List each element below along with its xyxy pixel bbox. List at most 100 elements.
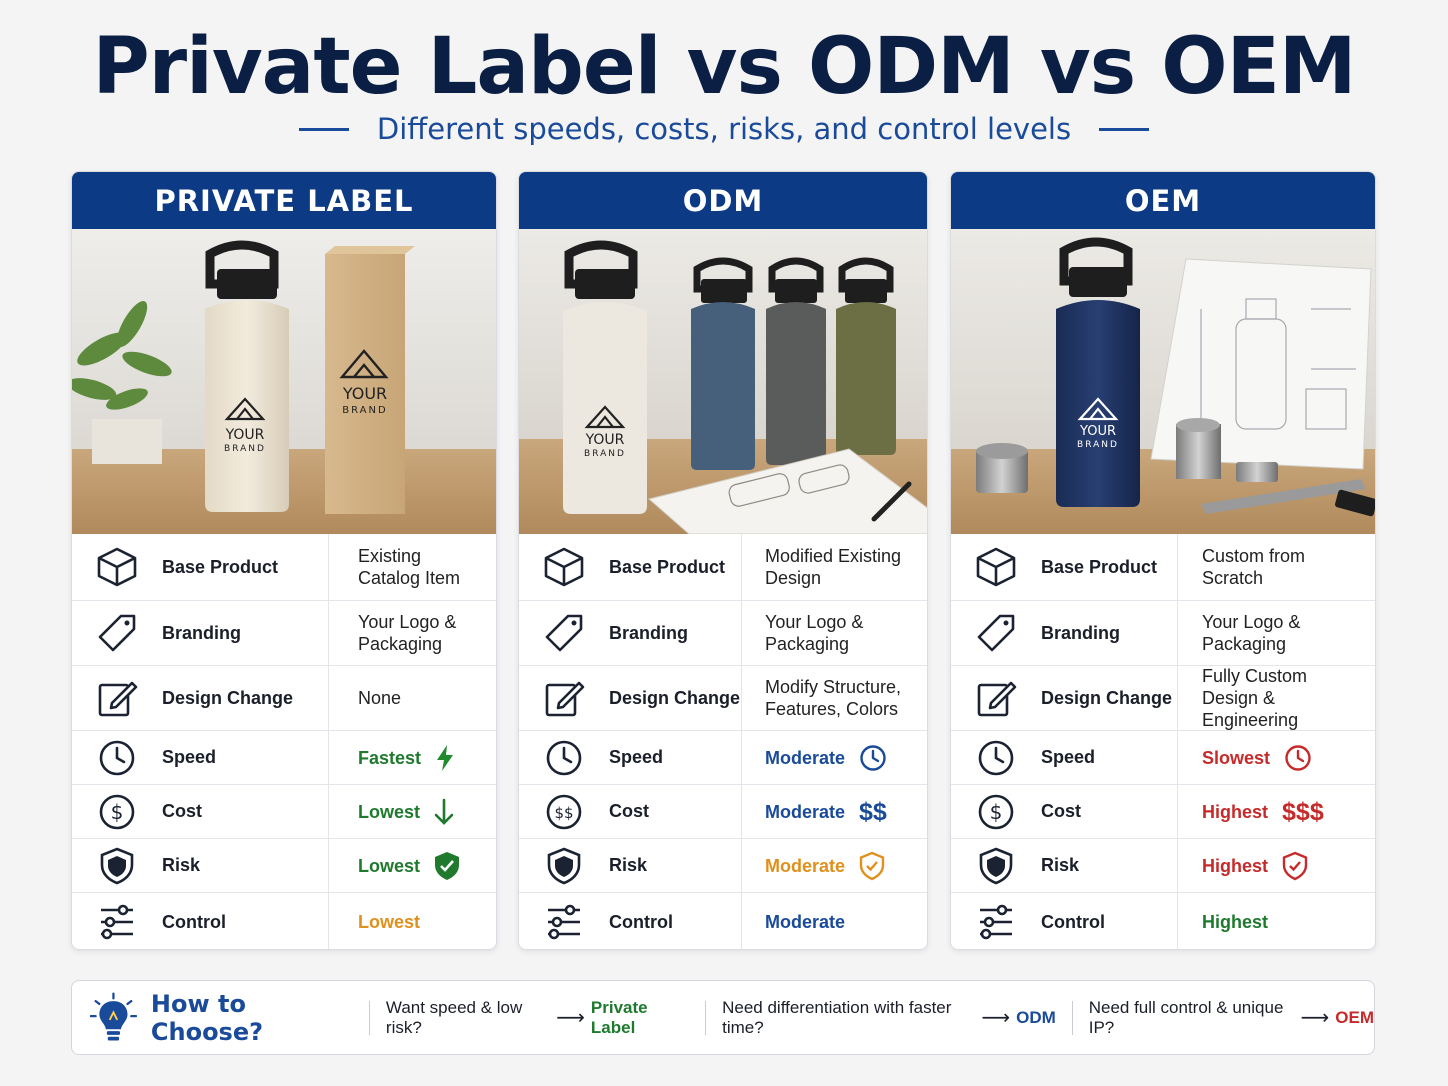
arrow-right-icon: ⟶ <box>981 1007 1011 1029</box>
row-base-product: Base Product Modified Existing Design <box>519 534 927 601</box>
value-cell: Moderate <box>765 855 846 876</box>
brand-line-2: BRAND <box>1077 440 1119 450</box>
row-cost: $ Cost Lowest <box>72 785 496 839</box>
bolt-icon <box>437 744 454 771</box>
value-cell: Lowest <box>358 855 421 876</box>
brand-line-2: BRAND <box>224 444 266 454</box>
footer-title: How to Choose? <box>150 989 264 1046</box>
subtitle-row: Different speeds, costs, risks, and cont… <box>0 112 1448 146</box>
row-design-change: Design Change Modify Structure, Features… <box>519 666 927 731</box>
clock-icon <box>1285 744 1311 771</box>
row-design-change: Design Change None <box>72 666 496 731</box>
arrow-right-icon: ⟶ <box>556 1007 585 1029</box>
card-private-label: PRIVATE LABEL <box>71 171 497 950</box>
shield-icon <box>951 846 1041 886</box>
lightbulb-icon <box>90 992 137 1040</box>
card-header: OEM <box>951 172 1375 229</box>
row-cost: $ Cost Highest $$$ <box>951 785 1375 839</box>
arrow-right-icon: ⟶ <box>1300 1007 1330 1029</box>
card-header: ODM <box>519 172 927 229</box>
value-cell: Highest <box>1202 912 1269 932</box>
dollar-icon: $$ <box>519 792 609 832</box>
footer-item: Want speed & low risk? ⟶ Private Label <box>385 997 648 1037</box>
value-cell: Fastest <box>358 747 422 768</box>
cost-symbol: $$ <box>859 797 887 826</box>
value-cell: Highest <box>1202 855 1269 876</box>
cost-symbol: $$$ <box>1282 797 1324 826</box>
shield-check-icon <box>435 851 460 880</box>
tag-icon <box>519 612 609 654</box>
brand-line-1: YOUR <box>225 427 265 443</box>
product-photo-private-label: YOUR BRAND YOUR BRAND <box>72 229 496 534</box>
svg-text:$$: $$ <box>554 804 573 822</box>
dollar-icon: $ <box>951 792 1041 832</box>
card-oem: OEM <box>950 171 1376 950</box>
clock-icon <box>860 744 886 771</box>
value-cell: Modify Structure, Features, Colors <box>765 677 902 719</box>
value-cell: Your Logo & Packaging <box>765 612 864 654</box>
sliders-icon <box>951 902 1041 942</box>
sliders-icon <box>72 902 162 942</box>
card-odm: ODM <box>518 171 928 950</box>
value-cell: Your Logo & Packaging <box>1202 612 1301 654</box>
clock-icon <box>519 738 609 778</box>
footer-item: Need full control & unique IP? ⟶ OEM <box>1088 997 1374 1037</box>
arrow-down-icon <box>434 798 454 825</box>
edit-icon <box>519 677 609 719</box>
edit-icon <box>951 677 1041 719</box>
subtitle-rule-right <box>1099 127 1150 131</box>
cube-icon <box>72 545 162 589</box>
value-cell: Moderate <box>765 747 846 768</box>
row-cost: $$ Cost Moderate $$ <box>519 785 927 839</box>
row-speed: Speed Slowest <box>951 731 1375 785</box>
svg-text:$: $ <box>111 800 124 824</box>
brand-line-2: BRAND <box>342 405 387 416</box>
row-risk: Risk Lowest <box>72 839 496 893</box>
value-cell: Moderate <box>765 912 846 932</box>
row-control: Control Highest <box>951 893 1375 949</box>
value-cell: Custom from Scratch <box>1202 546 1306 588</box>
card-header: PRIVATE LABEL <box>72 172 496 229</box>
row-branding: Branding Your Logo & Packaging <box>951 601 1375 666</box>
shield-icon <box>519 846 609 886</box>
clock-icon <box>72 738 162 778</box>
tag-icon <box>72 612 162 654</box>
value-cell: Your Logo & Packaging <box>358 612 457 654</box>
product-photo-oem: YOUR BRAND <box>951 229 1375 534</box>
page-subtitle: Different speeds, costs, risks, and cont… <box>376 112 1072 146</box>
spec-table: Base Product Modified Existing Design Br… <box>519 534 927 949</box>
subtitle-rule-left <box>298 127 349 131</box>
brand-line-2: BRAND <box>584 449 626 459</box>
shield-check-icon <box>1282 851 1308 880</box>
page-title: Private Label vs ODM vs OEM <box>92 22 1356 112</box>
row-risk: Risk Highest <box>951 839 1375 893</box>
shield-icon <box>72 846 162 886</box>
row-branding: Branding Your Logo & Packaging <box>519 601 927 666</box>
brand-line-1: YOUR <box>342 384 387 403</box>
value-cell: Moderate <box>765 801 846 822</box>
clock-icon <box>951 738 1041 778</box>
row-control: Control Lowest <box>72 893 496 949</box>
spec-table: Base Product Existing Catalog Item Brand… <box>72 534 496 949</box>
spec-table: Base Product Custom from Scratch Brandin… <box>951 534 1375 949</box>
brand-line-1: YOUR <box>1079 424 1116 439</box>
value-cell: Modified Existing Design <box>765 546 902 588</box>
row-base-product: Base Product Custom from Scratch <box>951 534 1375 601</box>
cube-icon <box>951 545 1041 589</box>
value-cell: Fully Custom Design & Engineering <box>1202 666 1308 730</box>
sliders-icon <box>519 902 609 942</box>
value-cell: Existing Catalog Item <box>358 546 461 588</box>
dollar-icon: $ <box>72 792 162 832</box>
cube-icon <box>519 545 609 589</box>
row-control: Control Moderate <box>519 893 927 949</box>
row-branding: Branding Your Logo & Packaging <box>72 601 496 666</box>
footer-item: Need differentiation with faster time? ⟶… <box>722 997 1056 1037</box>
row-speed: Speed Fastest <box>72 731 496 785</box>
svg-text:$: $ <box>990 800 1003 824</box>
edit-icon <box>72 677 162 719</box>
value-cell: Highest <box>1202 801 1269 822</box>
shield-check-icon <box>859 851 885 880</box>
how-to-choose-bar: How to Choose? Want speed & low risk? ⟶ … <box>71 980 1375 1055</box>
row-speed: Speed Moderate <box>519 731 927 785</box>
row-risk: Risk Moderate <box>519 839 927 893</box>
